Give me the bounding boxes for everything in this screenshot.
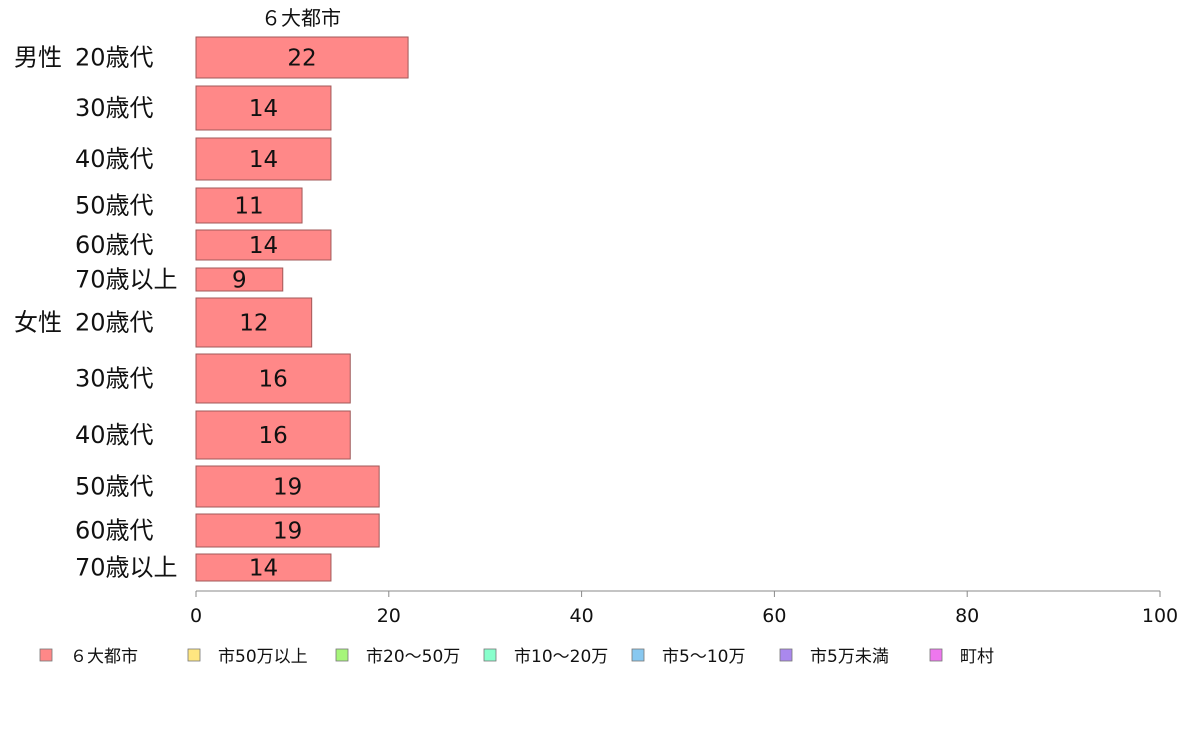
legend-label: 町村 — [960, 647, 994, 667]
x-tick-label: 80 — [955, 605, 979, 627]
x-tick-label: 20 — [377, 605, 401, 627]
column-title: ６大都市 — [261, 6, 341, 30]
bar — [195, 353, 351, 404]
bar — [195, 410, 351, 460]
group-label: 女性 — [14, 309, 62, 337]
category-label: 40歳代 — [75, 421, 154, 449]
bar-value-label: 22 — [287, 46, 316, 72]
legend-swatch — [779, 648, 793, 662]
bar-value-label: 19 — [273, 519, 302, 545]
bar — [195, 36, 409, 79]
legend-label: 市10〜20万 — [514, 647, 608, 667]
legend-swatch — [187, 648, 201, 662]
category-label: 50歳代 — [75, 192, 154, 220]
category-label: 20歳代 — [75, 309, 154, 337]
legend-swatch — [335, 648, 349, 662]
x-axis: 0 20 40 60 80 100 — [190, 590, 1178, 627]
bar — [195, 85, 332, 131]
legend-label: ６大都市 — [70, 647, 138, 667]
bar — [195, 187, 303, 224]
category-label: 60歳代 — [75, 231, 154, 259]
legend-label: 市5〜10万 — [662, 647, 745, 667]
legend-swatch — [631, 648, 645, 662]
category-label: 40歳代 — [75, 145, 154, 173]
bar — [195, 465, 380, 508]
bar-value-label: 16 — [258, 367, 287, 393]
legend-label: 市5万未満 — [810, 647, 889, 667]
bar — [195, 553, 332, 582]
bar — [195, 297, 313, 348]
category-label: 60歳代 — [75, 517, 154, 545]
bar-value-label: 14 — [249, 556, 278, 582]
bar-value-label: 16 — [258, 423, 287, 449]
category-label: 30歳代 — [75, 365, 154, 393]
legend-swatch — [483, 648, 497, 662]
legend: ６大都市 市50万以上 市20〜50万 市10〜20万 市5〜10万 市5万未満 町村 — [39, 647, 994, 667]
x-tick-label: 100 — [1142, 605, 1178, 627]
bar — [195, 229, 332, 261]
bar-value-label: 9 — [232, 268, 247, 294]
bar — [195, 137, 332, 181]
x-tick-label: 40 — [570, 605, 594, 627]
bar — [195, 267, 284, 292]
x-tick-label: 60 — [762, 605, 786, 627]
bar-value-label: 11 — [234, 194, 263, 220]
category-label: 20歳代 — [75, 44, 154, 72]
bar-value-label: 12 — [239, 311, 268, 337]
group-label: 男性 — [14, 44, 62, 72]
bar-value-label: 14 — [249, 96, 278, 122]
category-label: 70歳以上 — [75, 554, 178, 582]
bar — [195, 513, 380, 548]
legend-swatch — [39, 648, 53, 662]
x-tick-label: 0 — [190, 605, 202, 627]
category-label: 30歳代 — [75, 94, 154, 122]
category-label-layer: 20歳代男性30歳代40歳代50歳代60歳代70歳以上20歳代女性30歳代40歳… — [14, 44, 178, 582]
legend-swatch — [929, 648, 943, 662]
category-label: 50歳代 — [75, 473, 154, 501]
bar-value-label: 19 — [273, 475, 302, 501]
bar-value-label: 14 — [249, 147, 278, 173]
legend-label: 市50万以上 — [218, 647, 308, 667]
legend-label: 市20〜50万 — [366, 647, 460, 667]
category-label: 70歳以上 — [75, 266, 178, 294]
bar-value-label: 14 — [249, 233, 278, 259]
